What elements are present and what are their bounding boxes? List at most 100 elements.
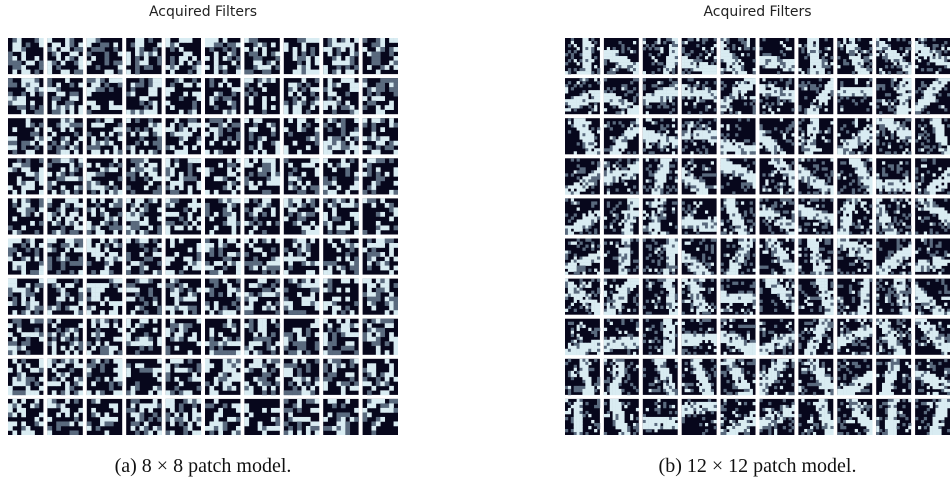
filter-patch (283, 278, 320, 315)
filter-patch (165, 318, 202, 356)
filter-patch (47, 398, 84, 435)
filter-patch (244, 238, 281, 275)
filter-patch (47, 118, 84, 155)
filter-patch (47, 38, 84, 75)
filter-patch (205, 238, 241, 275)
filter-patch (798, 318, 834, 356)
filter-patch (565, 398, 601, 435)
filter-patch (565, 318, 601, 356)
filter-patch (362, 278, 398, 315)
filter-patch (876, 358, 912, 396)
filter-patch (759, 278, 795, 315)
filter-patch (126, 398, 162, 435)
filter-patch (323, 278, 359, 315)
filter-patch (205, 158, 241, 195)
filter-patch (47, 278, 84, 315)
filter-patch (915, 358, 950, 396)
filter-patch (126, 358, 162, 396)
filter-patch (642, 278, 678, 315)
filter-patch (165, 78, 202, 115)
filter-patch (244, 278, 281, 315)
filter-patch (565, 118, 601, 155)
filter-patch (603, 318, 640, 356)
filter-patch (362, 318, 398, 356)
filter-patch (47, 158, 84, 195)
filter-patch (205, 278, 241, 315)
filter-patch (165, 158, 202, 195)
filter-patch (603, 38, 640, 75)
filter-patch (86, 238, 123, 275)
filter-patch (720, 158, 756, 195)
filter-patch (283, 158, 320, 195)
filter-patch (362, 158, 398, 195)
filter-patch (8, 198, 44, 235)
filter-patch (837, 78, 873, 115)
filter-patch (283, 358, 320, 396)
filter-patch (165, 278, 202, 315)
filter-patch (86, 358, 123, 396)
filter-patch (165, 38, 202, 75)
filter-patch (837, 118, 873, 155)
filter-patch (642, 358, 678, 396)
filter-patch (759, 158, 795, 195)
filter-patch (915, 78, 950, 115)
filter-patch (759, 38, 795, 75)
filter-patch (565, 38, 601, 75)
filter-patch (323, 318, 359, 356)
filter-patch (915, 158, 950, 195)
filter-patch (681, 278, 717, 315)
filter-patch (876, 78, 912, 115)
filter-patch (837, 318, 873, 356)
filter-patch (837, 278, 873, 315)
filter-patch (565, 358, 601, 396)
filter-patch (47, 78, 84, 115)
filter-patch (603, 398, 640, 435)
filter-patch (323, 38, 359, 75)
filter-patch (681, 158, 717, 195)
filter-patch (603, 238, 640, 275)
filter-patch (283, 238, 320, 275)
filter-patch (915, 238, 950, 275)
filter-patch (681, 318, 717, 356)
filter-patch (165, 358, 202, 396)
filter-patch (86, 118, 123, 155)
filter-patch (323, 198, 359, 235)
filter-patch (642, 158, 678, 195)
filter-patch (8, 118, 44, 155)
filter-patch (915, 398, 950, 435)
filter-patch (47, 198, 84, 235)
filter-patch (205, 198, 241, 235)
filter-patch (642, 318, 678, 356)
filter-patch (759, 238, 795, 275)
filter-patch (362, 398, 398, 435)
filter-patch (798, 158, 834, 195)
filter-patch (798, 398, 834, 435)
filter-patch (362, 198, 398, 235)
filter-patch (86, 78, 123, 115)
filter-patch (798, 198, 834, 235)
filter-patch (47, 318, 84, 356)
filter-patch (8, 318, 44, 356)
filter-patch (681, 358, 717, 396)
filter-patch (126, 78, 162, 115)
filter-patch (165, 398, 202, 435)
filter-patch (165, 118, 202, 155)
filter-patch (759, 318, 795, 356)
filter-patch (603, 358, 640, 396)
filter-patch (915, 198, 950, 235)
filter-patch (244, 158, 281, 195)
filter-patch (362, 238, 398, 275)
filter-patch (244, 358, 281, 396)
filter-patch (798, 38, 834, 75)
filter-patch (244, 398, 281, 435)
panel-b-caption: (b) 12 × 12 patch model. (658, 455, 857, 477)
filter-patch (876, 38, 912, 75)
filter-patch (565, 278, 601, 315)
filter-patch (362, 358, 398, 396)
filter-patch (205, 78, 241, 115)
filter-patch (837, 398, 873, 435)
filter-patch (681, 398, 717, 435)
filter-patch (915, 278, 950, 315)
filter-patch (8, 358, 44, 396)
filter-patch (798, 238, 834, 275)
